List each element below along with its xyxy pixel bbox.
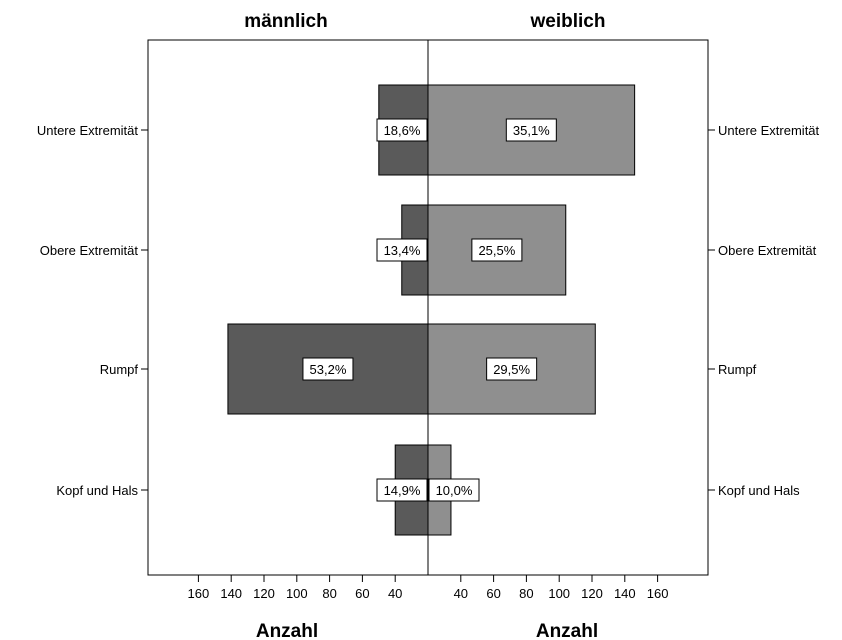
data-label-maennlich-4: 14,9% <box>384 483 421 498</box>
data-label-weiblich-4: 10,0% <box>436 483 473 498</box>
data-label-box-maennlich-4 <box>376 478 428 502</box>
data-label-maennlich-2: 13,4% <box>384 243 421 258</box>
x-tick-label-left-3: 120 <box>253 586 275 601</box>
x-tick-label-left-7: 40 <box>388 586 402 601</box>
x-axis-title-left: Anzahl <box>256 621 318 640</box>
data-label-weiblich-1: 35,1% <box>513 123 550 138</box>
cat-label-right-3: Rumpf <box>718 362 757 377</box>
x-tick-label-right-2: 60 <box>486 586 500 601</box>
x-tick-label-right-5: 120 <box>581 586 603 601</box>
x-tick-label-left-2: 140 <box>220 586 242 601</box>
cat-label-left-2: Obere Extremität <box>40 243 139 258</box>
x-tick-label-left-5: 80 <box>322 586 336 601</box>
x-axis-title-right: Anzahl <box>536 621 598 640</box>
cat-label-right-1: Untere Extremität <box>718 123 820 138</box>
data-label-maennlich-1: 18,6% <box>384 123 421 138</box>
x-tick-label-left-6: 60 <box>355 586 369 601</box>
title-maennlich: männlich <box>244 11 327 32</box>
data-label-box-maennlich-1 <box>376 118 428 142</box>
cat-label-left-4: Kopf und Hals <box>56 483 138 498</box>
data-label-box-weiblich-2 <box>471 238 523 262</box>
cat-label-right-4: Kopf und Hals <box>718 483 800 498</box>
data-label-weiblich-3: 29,5% <box>493 362 530 377</box>
data-label-maennlich-3: 53,2% <box>310 362 347 377</box>
data-label-box-weiblich-3 <box>486 357 538 381</box>
data-label-weiblich-2: 25,5% <box>478 243 515 258</box>
cat-label-right-2: Obere Extremität <box>718 243 817 258</box>
title-weiblich: weiblich <box>530 11 606 32</box>
data-label-box-weiblich-4 <box>428 478 480 502</box>
data-label-box-maennlich-2 <box>376 238 428 262</box>
cat-label-left-1: Untere Extremität <box>37 123 139 138</box>
cat-label-left-3: Rumpf <box>100 362 139 377</box>
x-tick-label-right-4: 100 <box>548 586 570 601</box>
data-label-box-maennlich-3 <box>302 357 354 381</box>
data-label-box-weiblich-1 <box>505 118 557 142</box>
x-tick-label-right-3: 80 <box>519 586 533 601</box>
x-tick-label-left-4: 100 <box>286 586 308 601</box>
x-tick-label-right-1: 40 <box>454 586 468 601</box>
x-tick-label-left-1: 160 <box>188 586 210 601</box>
x-tick-label-right-6: 140 <box>614 586 636 601</box>
x-tick-label-right-7: 160 <box>647 586 669 601</box>
